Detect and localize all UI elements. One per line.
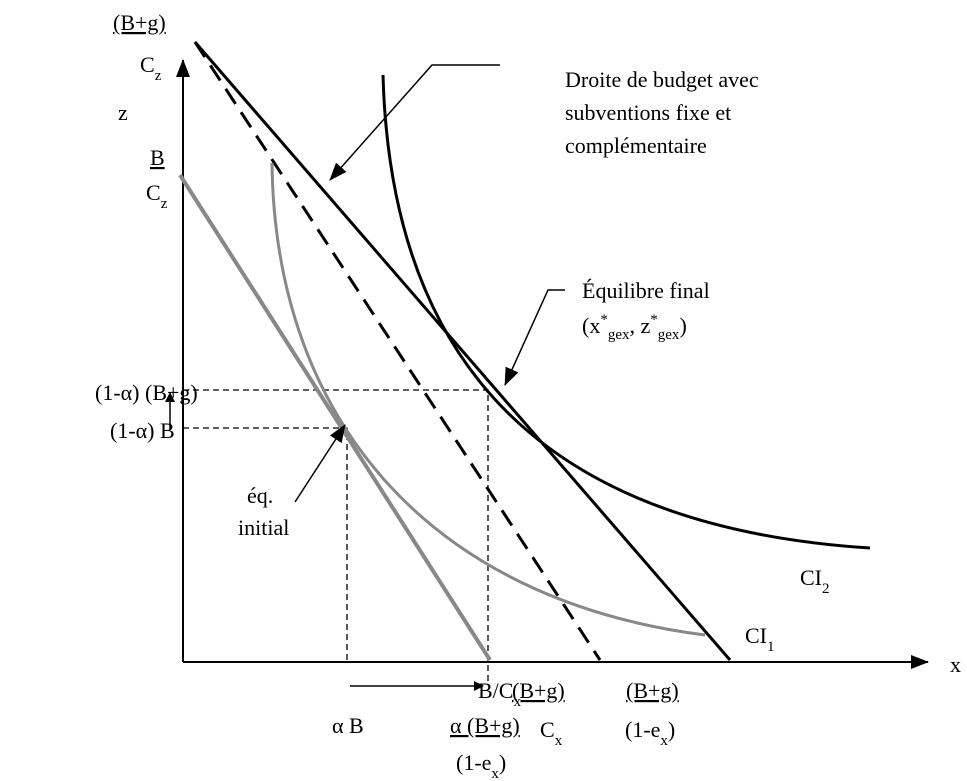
budget-note: complémentaire (565, 133, 707, 158)
den-sub: z (155, 68, 162, 84)
final-guide (183, 389, 489, 682)
den-main: C (146, 180, 161, 205)
ci1-label: CI1 (745, 623, 775, 655)
ci2-label: CI2 (800, 565, 830, 597)
x-bg-e-num: (B+g) (626, 678, 679, 703)
final-callout (504, 289, 565, 386)
den-sub: x (660, 733, 668, 749)
initial-eq: éq. (247, 483, 273, 508)
x-b: B/Cx (478, 678, 521, 710)
final-eq-coords: (x*gex, z*gex) (582, 312, 687, 343)
den-main: (1-e (456, 750, 491, 775)
budget-callout (329, 64, 500, 181)
main: B/C (478, 678, 513, 703)
sub: gex (608, 327, 630, 343)
final-eq-title: Équilibre final (582, 278, 710, 303)
axes (176, 59, 929, 669)
den-sub: x (555, 733, 563, 749)
den-end: ) (668, 717, 675, 742)
budget-note: subventions fixe et (565, 100, 731, 125)
initial-callout (294, 424, 346, 503)
ci-main: CI (745, 623, 767, 648)
z-b-num: B (150, 145, 165, 170)
z-axis-label: z (118, 100, 128, 125)
budget-line (193, 41, 732, 661)
z-b-den: Cz (146, 180, 168, 212)
ci-main: CI (800, 565, 822, 590)
dashed-budget-line (193, 41, 602, 661)
ci1-curve (270, 162, 706, 637)
x-alpha-bg-den: (1-ex) (456, 750, 506, 781)
ci-sub: 2 (822, 581, 830, 597)
x-bg-e-den: (1-ex) (625, 717, 675, 749)
initial-budget-line (178, 173, 492, 662)
x-bg-den: Cx (540, 717, 563, 749)
sub: gex (658, 327, 680, 343)
ci-sub: 1 (767, 639, 775, 655)
callouts (165, 64, 565, 691)
den-main: C (140, 52, 155, 77)
ci2-curve (381, 74, 871, 550)
x-axis-label: x (950, 652, 961, 677)
den-end: ) (499, 750, 506, 775)
den-main: (1-e (625, 717, 660, 742)
z-top-num: (B+g) (113, 10, 166, 35)
coord: (x (582, 313, 600, 338)
x-alpha-bg-num: α (B+g) (450, 713, 520, 738)
initial-eq: initial (238, 515, 289, 540)
guides (183, 389, 489, 682)
sup: * (600, 312, 608, 328)
z-mid-high: (1-α) (B+g) (95, 380, 198, 405)
budget-note: Droite de budget avec (565, 67, 759, 92)
x-alpha-b: α B (332, 713, 364, 738)
coord: ) (679, 313, 686, 338)
initial-guide (183, 427, 348, 662)
z-top-den: Cz (140, 52, 162, 84)
sup: * (650, 312, 658, 328)
den-sub: z (161, 196, 168, 212)
z-mid-low: (1-α) B (110, 418, 175, 443)
coord: , z (630, 313, 651, 338)
den-sub: x (491, 766, 499, 781)
x-bg-num: (B+g) (512, 678, 565, 703)
den-main: C (540, 717, 555, 742)
sub: x (513, 694, 521, 710)
